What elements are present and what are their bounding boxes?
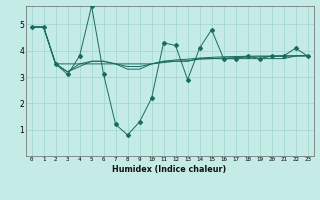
X-axis label: Humidex (Indice chaleur): Humidex (Indice chaleur) <box>112 165 227 174</box>
